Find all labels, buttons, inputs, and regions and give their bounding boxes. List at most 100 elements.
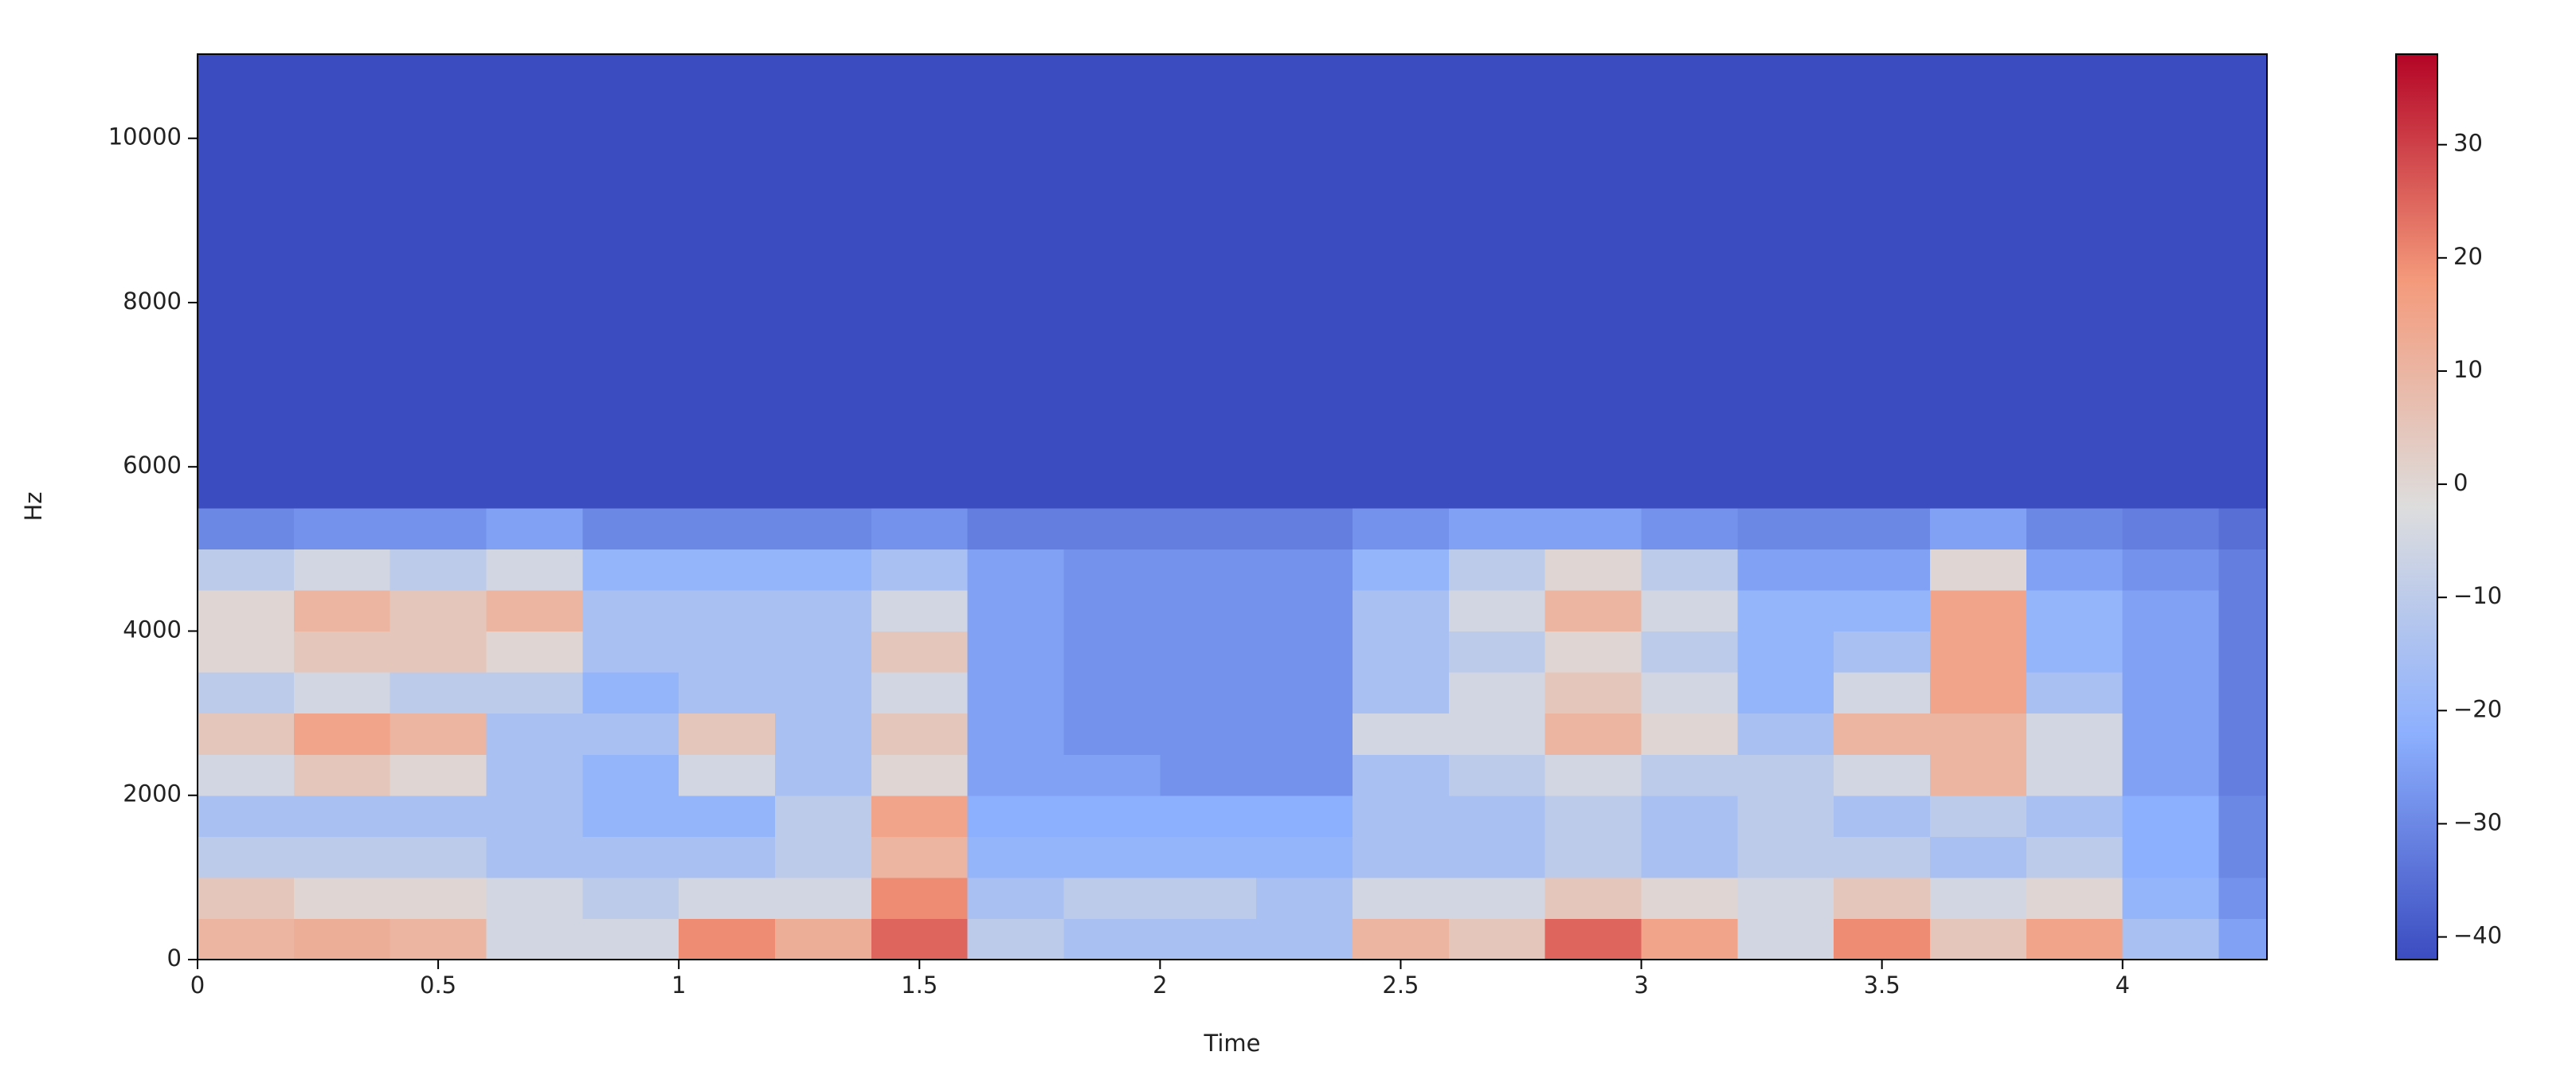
- cell: [390, 713, 487, 755]
- cell: [679, 795, 776, 837]
- cell: [1256, 795, 1353, 837]
- cell: [1834, 631, 1931, 673]
- cell: [293, 877, 391, 920]
- cell: [390, 918, 487, 960]
- cell: [1160, 918, 1257, 960]
- cell: [1256, 589, 1353, 632]
- cell: [293, 918, 391, 960]
- cell: [1641, 836, 1738, 878]
- cell: [1063, 672, 1161, 714]
- heatmap: [198, 54, 2268, 960]
- cell: [2218, 877, 2268, 920]
- cell: [1063, 54, 1161, 509]
- cell: [871, 549, 969, 591]
- cell: [1256, 672, 1353, 714]
- cell: [1256, 918, 1353, 960]
- cell: [293, 713, 391, 755]
- cell: [967, 877, 1065, 920]
- y-tick-label: 0: [167, 944, 182, 972]
- cell: [2026, 589, 2124, 632]
- cell: [1930, 589, 2027, 632]
- cell: [967, 589, 1065, 632]
- cell: [390, 877, 487, 920]
- cell: [1737, 713, 1834, 755]
- cell: [293, 754, 391, 796]
- cell: [1063, 836, 1161, 878]
- cell: [1544, 549, 1642, 591]
- x-tick-label: 0: [190, 972, 205, 999]
- cell: [2218, 549, 2268, 591]
- cell: [871, 672, 969, 714]
- cell: [967, 54, 1065, 509]
- cell: [775, 549, 872, 591]
- cell: [1834, 754, 1931, 796]
- cell: [679, 549, 776, 591]
- cell: [293, 631, 391, 673]
- cell: [2218, 631, 2268, 673]
- cell: [871, 877, 969, 920]
- cell: [1930, 549, 2027, 591]
- cell: [390, 754, 487, 796]
- y-tick-label: 2000: [123, 780, 182, 807]
- cell: [1448, 795, 1546, 837]
- cell: [775, 836, 872, 878]
- cell: [967, 507, 1065, 549]
- cell: [1353, 549, 1450, 591]
- cell: [582, 713, 679, 755]
- cell: [582, 795, 679, 837]
- cell: [486, 918, 583, 960]
- colorbar-tick-label: −10: [2453, 582, 2502, 609]
- x-axis-label: Time: [1204, 1030, 1261, 1057]
- y-axis-label: Hz: [20, 491, 47, 521]
- cell: [1353, 54, 1450, 509]
- cell: [1641, 877, 1738, 920]
- cell: [1930, 672, 2027, 714]
- x-tick-label: 3.5: [1864, 972, 1901, 999]
- cell: [1641, 589, 1738, 632]
- colorbar-tick-label: 0: [2453, 469, 2468, 496]
- cell: [1544, 795, 1642, 837]
- cell: [1544, 836, 1642, 878]
- cell: [1448, 54, 1546, 509]
- cell: [198, 589, 295, 632]
- cell: [1641, 713, 1738, 755]
- cell: [1063, 507, 1161, 549]
- cell: [1834, 589, 1931, 632]
- cell: [775, 713, 872, 755]
- cell: [2026, 713, 2124, 755]
- cell: [1544, 631, 1642, 673]
- cell: [2218, 507, 2268, 549]
- cell: [2122, 754, 2220, 796]
- y-tick-label: 6000: [123, 452, 182, 479]
- cell: [1353, 795, 1450, 837]
- cell: [1063, 918, 1161, 960]
- cell: [775, 877, 872, 920]
- cell: [679, 631, 776, 673]
- cell: [198, 549, 295, 591]
- cell: [293, 549, 391, 591]
- cell: [1256, 631, 1353, 673]
- cell: [1834, 672, 1931, 714]
- cell: [1834, 54, 1931, 509]
- cell: [1737, 877, 1834, 920]
- cell: [582, 877, 679, 920]
- cell: [1834, 836, 1931, 878]
- cell: [2122, 54, 2220, 509]
- cell: [1834, 549, 1931, 591]
- cell: [582, 672, 679, 714]
- cell: [1256, 549, 1353, 591]
- cell: [198, 795, 295, 837]
- cell: [871, 54, 969, 509]
- cell: [1641, 631, 1738, 673]
- x-tick-label: 3: [1634, 972, 1648, 999]
- cell: [1353, 672, 1450, 714]
- cell: [486, 589, 583, 632]
- cell: [967, 836, 1065, 878]
- colorbar: [2395, 53, 2438, 960]
- cell: [1737, 754, 1834, 796]
- cell: [390, 549, 487, 591]
- cell: [1737, 795, 1834, 837]
- cell: [871, 507, 969, 549]
- plot-frame: [197, 53, 2268, 960]
